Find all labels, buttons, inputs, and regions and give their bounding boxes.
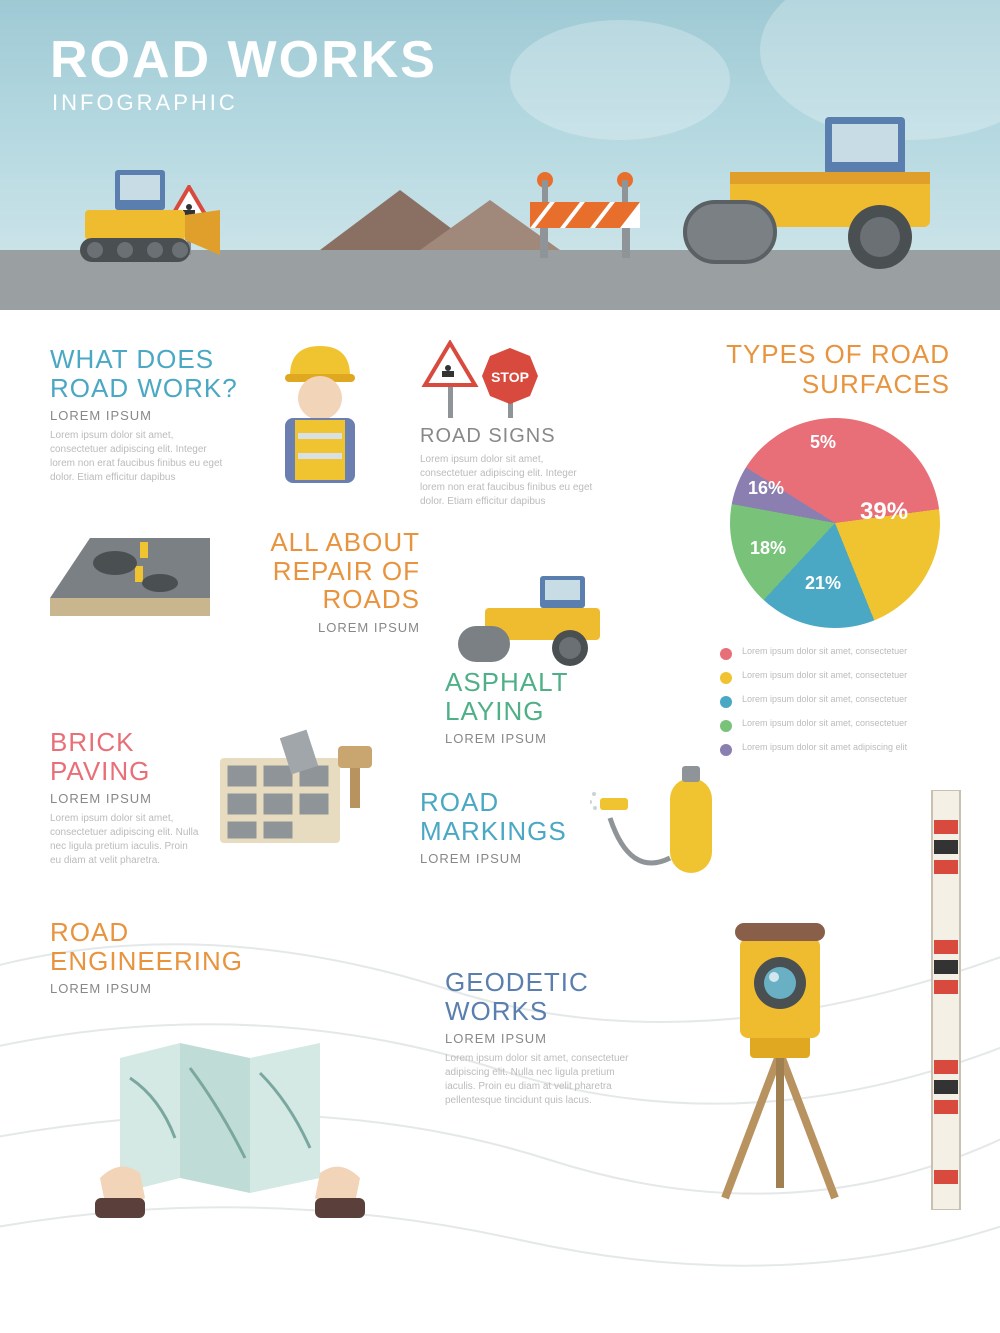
section-asphalt: ASPHALT LAYING LOREM IPSUM	[445, 668, 625, 752]
theodolite-icon	[680, 878, 880, 1208]
leveling-rod-icon	[922, 790, 970, 1210]
sub-repair: LOREM IPSUM	[230, 620, 420, 635]
section-signs: ROAD SIGNS Lorem ipsum dolor sit amet, c…	[420, 425, 610, 509]
legend-dot	[720, 720, 732, 732]
road-signs-icon: STOP	[420, 340, 550, 420]
hero-banner: ROAD WORKS INFOGRAPHIC	[0, 0, 1000, 310]
legend-dot	[720, 696, 732, 708]
sub-what: LOREM IPSUM	[50, 408, 250, 423]
pothole-road-icon	[40, 528, 220, 638]
legend-row: Lorem ipsum dolor sit amet, consectetuer	[720, 670, 950, 684]
heading-what: WHAT DOES ROAD WORK?	[50, 345, 250, 402]
legend-text: Lorem ipsum dolor sit amet, consectetuer	[742, 718, 907, 730]
legend-text: Lorem ipsum dolor sit amet, consectetuer	[742, 670, 907, 682]
heading-brick: BRICK PAVING	[50, 728, 200, 785]
content-area: WHAT DOES ROAD WORK? LOREM IPSUM Lorem i…	[0, 310, 1000, 1333]
sub-brick: LOREM IPSUM	[50, 791, 200, 806]
section-brick: BRICK PAVING LOREM IPSUM Lorem ipsum dol…	[50, 728, 200, 868]
page-title: ROAD WORKS	[50, 30, 437, 90]
pie-slice-label: 18%	[750, 538, 786, 559]
heading-repair: ALL ABOUT REPAIR OF ROADS	[230, 528, 420, 614]
section-engineering: ROAD ENGINEERING LOREM IPSUM	[50, 918, 250, 1002]
legend-dot	[720, 648, 732, 660]
sub-engineering: LOREM IPSUM	[50, 981, 250, 996]
legend-text: Lorem ipsum dolor sit amet, consectetuer	[742, 646, 907, 658]
paint-sprayer-icon	[590, 758, 720, 898]
legend-row: Lorem ipsum dolor sit amet, consectetuer	[720, 718, 950, 732]
sub-asphalt: LOREM IPSUM	[445, 731, 625, 746]
roller-small-icon	[450, 568, 615, 668]
pie-slice-label: 5%	[810, 432, 836, 453]
legend-text: Lorem ipsum dolor sit amet adipiscing el…	[742, 742, 907, 754]
worker-icon	[260, 338, 380, 488]
brick-paving-icon	[210, 718, 390, 858]
heading-engineering: ROAD ENGINEERING	[50, 918, 250, 975]
pie-slice-label: 21%	[805, 573, 841, 594]
heading-signs: ROAD SIGNS	[420, 425, 610, 447]
legend-row: Lorem ipsum dolor sit amet, consectetuer	[720, 646, 950, 660]
legend-row: Lorem ipsum dolor sit amet adipiscing el…	[720, 742, 950, 756]
legend-row: Lorem ipsum dolor sit amet, consectetuer	[720, 694, 950, 708]
svg-text:STOP: STOP	[491, 369, 529, 385]
heading-markings: ROAD MARKINGS	[420, 788, 590, 845]
section-surfaces: TYPES OF ROAD SURFACES 39% 21% 18% 16% 5% Lo…	[720, 340, 950, 766]
legend-dot	[720, 672, 732, 684]
pie-slice-label: 16%	[748, 478, 784, 499]
legend-text: Lorem ipsum dolor sit amet, consectetuer	[742, 694, 907, 706]
pie-legend: Lorem ipsum dolor sit amet, consectetuer…	[720, 646, 950, 756]
road-roller-icon	[670, 102, 960, 272]
section-markings: ROAD MARKINGS LOREM IPSUM	[420, 788, 590, 872]
section-what: WHAT DOES ROAD WORK? LOREM IPSUM Lorem i…	[50, 345, 250, 485]
body-what: Lorem ipsum dolor sit amet, consectetuer…	[50, 429, 230, 485]
body-geodetic: Lorem ipsum dolor sit amet, consectetuer…	[445, 1052, 645, 1108]
map-hands-icon	[90, 1018, 370, 1218]
pie-chart: 39% 21% 18% 16% 5%	[730, 418, 940, 628]
body-signs: Lorem ipsum dolor sit amet, consectetuer…	[420, 453, 600, 509]
body-brick: Lorem ipsum dolor sit amet, consectetuer…	[50, 812, 200, 868]
barrier-icon	[520, 172, 650, 262]
section-geodetic: GEODETIC WORKS LOREM IPSUM Lorem ipsum d…	[445, 968, 655, 1108]
pie-slice-label: 39%	[860, 498, 908, 526]
sub-markings: LOREM IPSUM	[420, 851, 590, 866]
page-subtitle: INFOGRAPHIC	[52, 90, 238, 116]
heading-asphalt: ASPHALT LAYING	[445, 668, 625, 725]
legend-dot	[720, 744, 732, 756]
section-repair: ALL ABOUT REPAIR OF ROADS LOREM IPSUM	[230, 528, 420, 641]
heading-surfaces: TYPES OF ROAD SURFACES	[720, 340, 950, 400]
heading-geodetic: GEODETIC WORKS	[445, 968, 655, 1025]
bulldozer-icon	[55, 160, 225, 270]
sub-geodetic: LOREM IPSUM	[445, 1031, 655, 1046]
